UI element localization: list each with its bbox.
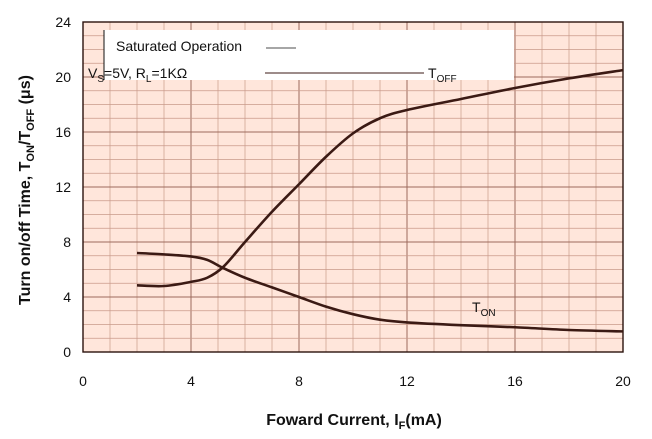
- annotation-line2: VS=5V, RL=1KΩ: [88, 65, 187, 85]
- curves: [136, 68, 624, 333]
- y-tick-labels: 0 4 8 12 16 20 24: [55, 14, 71, 360]
- x-axis-label: Foward Current, IF(mA): [266, 412, 442, 432]
- y-axis-label: Turn on/off Time, TON/TOFF (μs): [17, 75, 37, 305]
- annotation-box: [104, 30, 514, 80]
- y-tick-label: 20: [55, 69, 71, 85]
- plot-frame: [82, 21, 624, 353]
- x-tick-label: 0: [79, 373, 87, 389]
- ton-label: TON: [472, 299, 496, 319]
- toff-curve: [136, 68, 624, 288]
- x-tick-label: 12: [399, 373, 415, 389]
- y-tick-label: 12: [55, 179, 71, 195]
- x-tick-label: 8: [295, 373, 303, 389]
- y-tick-label: 8: [63, 234, 71, 250]
- y-tick-label: 24: [55, 14, 71, 30]
- y-tick-label: 0: [63, 344, 71, 360]
- x-tick-labels: 0 4 8 12 16 20: [79, 373, 631, 389]
- annotation-line1: Saturated Operation: [116, 38, 242, 54]
- y-tick-label: 4: [63, 289, 71, 305]
- y-tick-label: 16: [55, 124, 71, 140]
- x-tick-label: 20: [615, 373, 631, 389]
- ton-curve: [136, 251, 624, 333]
- x-tick-label: 4: [187, 373, 195, 389]
- x-tick-label: 16: [507, 373, 523, 389]
- toff-label: TOFF: [428, 65, 457, 85]
